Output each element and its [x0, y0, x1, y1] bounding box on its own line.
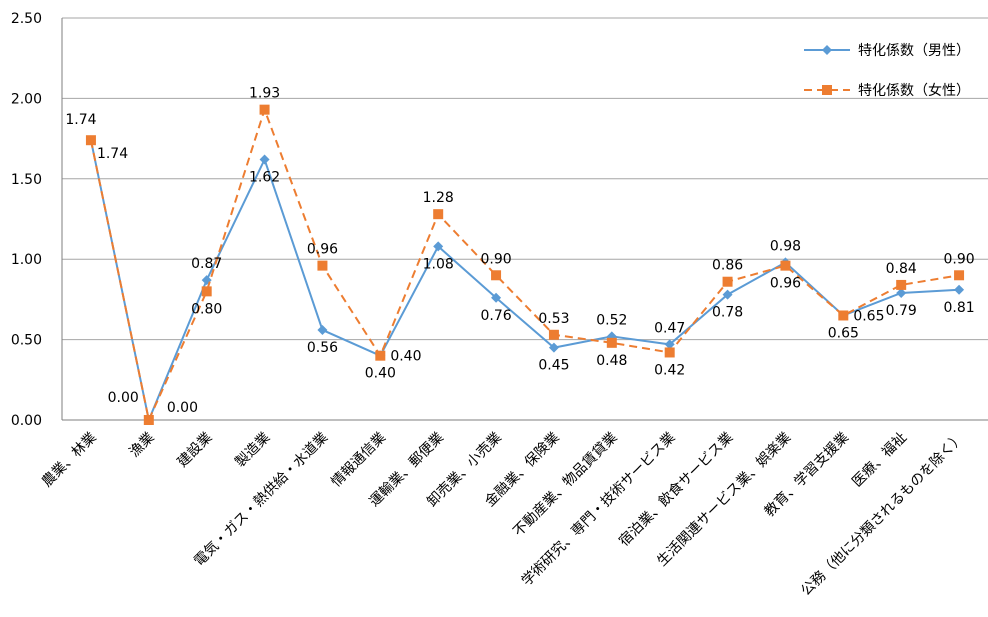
data-label-female: 0.86	[712, 258, 743, 274]
data-label-female: 0.90	[943, 251, 974, 267]
axes	[61, 18, 988, 421]
data-label-female: 0.80	[191, 301, 222, 317]
data-label-female: 0.96	[307, 242, 338, 258]
x-axis-ticks: 農業、林業 漁業 建設業 製造業電気・ガス・熱供給・水道業情報通信業運輸業、郵便業卸売…	[39, 429, 968, 599]
data-label-female: 0.42	[654, 362, 685, 378]
data-label-male: 0.76	[480, 308, 511, 324]
data-label-male: 0.45	[538, 358, 569, 374]
point-female	[722, 276, 733, 287]
data-label-male: 0.81	[943, 300, 974, 316]
point-female	[201, 286, 212, 297]
point-male	[664, 339, 675, 350]
legend-marker-female	[822, 85, 832, 95]
x-tick-label: 農業、林業	[39, 430, 100, 491]
point-female	[491, 270, 502, 281]
data-label-female: 0.65	[853, 308, 884, 324]
point-male	[548, 342, 559, 353]
point-female	[838, 310, 849, 321]
data-label-male: 1.62	[249, 170, 280, 186]
point-female	[954, 270, 965, 281]
x-tick-label: 宿泊業、飲食サービス業	[615, 429, 736, 550]
point-female	[375, 350, 386, 361]
data-label-male: 0.87	[191, 256, 222, 272]
data-label-female: 0.84	[886, 261, 917, 277]
legend-label-female: 特化係数（女性）	[858, 82, 970, 99]
point-female	[780, 260, 791, 271]
data-label-male: 0.56	[307, 340, 338, 356]
series-line-male	[89, 140, 960, 424]
data-label-female: 0.90	[480, 251, 511, 267]
data-label-male: 1.08	[423, 256, 454, 272]
legend-label-male: 特化係数（男性）	[858, 43, 970, 59]
data-labels: 1.74 1.74 0.00 0.00 0.87 0.80 1.93 1.62 0.96 0.56…	[65, 86, 974, 416]
data-label-female: 0.00	[167, 400, 198, 416]
data-label-female: 1.28	[423, 190, 454, 206]
y-tick-label: 2.00	[11, 91, 42, 107]
series-line-female	[89, 106, 960, 424]
gridlines	[62, 17, 988, 341]
x-tick-label: 情報通信業	[328, 430, 389, 491]
point-female	[85, 135, 96, 146]
point-female	[259, 104, 270, 115]
point-male	[491, 292, 502, 303]
data-label-male: 0.79	[886, 303, 917, 319]
point-male	[954, 284, 965, 295]
point-female	[896, 279, 907, 290]
point-female	[664, 347, 675, 358]
y-tick-label: 0.50	[11, 333, 42, 349]
legend-marker-male	[822, 45, 832, 55]
legend: 特化係数（男性） 特化係数（女性）	[804, 43, 970, 99]
data-label-male: 0.40	[365, 366, 396, 382]
data-label-female: 0.53	[538, 311, 569, 327]
point-male	[722, 289, 733, 300]
data-label-male: 0.00	[108, 390, 139, 406]
point-female	[143, 415, 154, 425]
point-female	[548, 329, 559, 340]
x-tick-label: 製造業	[232, 430, 273, 471]
y-tick-label: 1.00	[11, 252, 42, 268]
y-tick-label: 2.50	[11, 11, 42, 27]
data-label-male: 0.65	[828, 325, 859, 341]
x-tick-label: 建設業	[175, 430, 216, 471]
data-label-female: 1.93	[249, 86, 280, 102]
point-female	[317, 260, 328, 271]
data-label-male: 0.78	[712, 305, 743, 321]
data-label-male: 0.52	[596, 312, 627, 328]
x-tick-label: 医療、福祉	[848, 429, 910, 491]
x-tick-label: 不動産業、物品賃貸業	[510, 430, 620, 540]
point-male	[433, 241, 444, 252]
y-axis-ticks: 0.00 0.50 1.00 1.50 2.00 2.50	[11, 11, 42, 429]
data-label-female: 0.40	[390, 349, 421, 365]
x-tick-label: 漁業	[127, 430, 158, 461]
series-group	[85, 104, 965, 425]
point-male	[317, 324, 328, 335]
point-female	[606, 337, 617, 348]
y-tick-label: 0.00	[11, 413, 42, 429]
data-label-female: 0.48	[596, 353, 627, 369]
data-label-male: 1.74	[97, 146, 128, 162]
point-female	[433, 209, 444, 220]
data-label-male: 0.47	[654, 320, 685, 336]
data-label-male: 0.98	[770, 238, 801, 254]
y-tick-label: 1.50	[11, 172, 42, 188]
point-male	[896, 287, 907, 298]
point-male	[259, 154, 270, 165]
data-label-female: 0.96	[770, 276, 801, 292]
data-label-female: 1.74	[65, 112, 96, 128]
